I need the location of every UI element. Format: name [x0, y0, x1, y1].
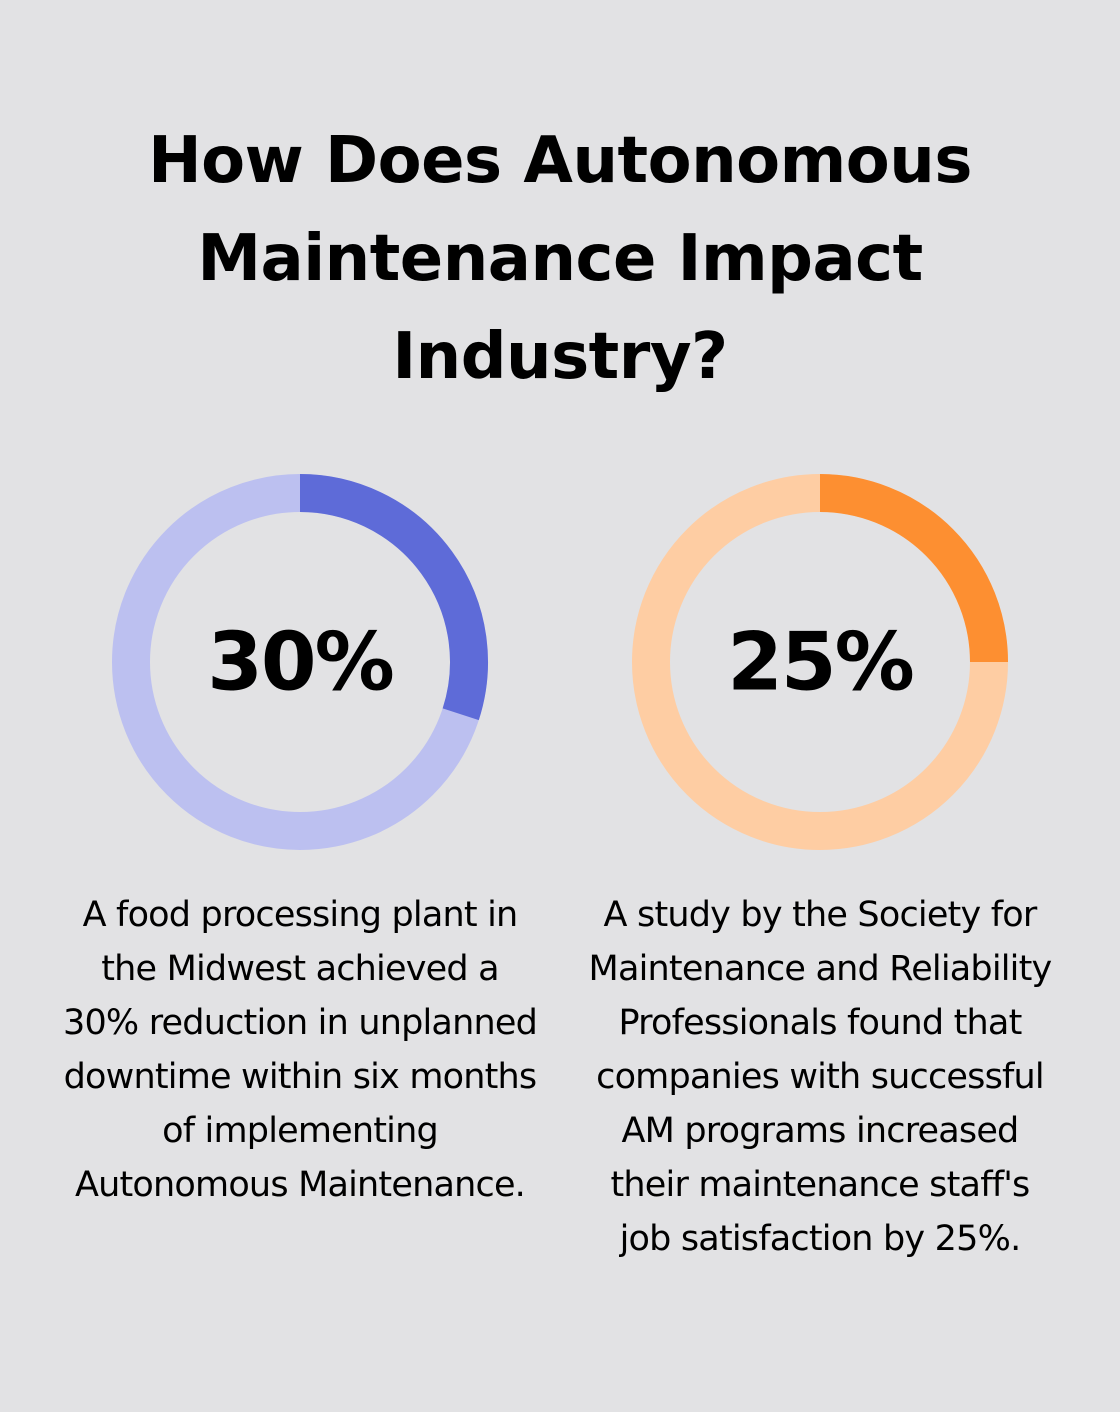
donut-chart-downtime: 30%: [112, 474, 488, 850]
donut-value-label: 25%: [727, 616, 912, 709]
stat-card-downtime: 30% A food processing plant in the Midwe…: [60, 472, 540, 1212]
donut-value-arc: [819, 474, 1008, 663]
page-title: How Does Autonomous Maintenance Impact I…: [148, 124, 972, 394]
donut-chart-job-satisfaction: 25%: [632, 474, 1008, 850]
stat-card-job-satisfaction: 25% A study by the Society for Maintenan…: [580, 472, 1060, 1266]
donut-value-arc: [299, 474, 488, 721]
stat-description: A food processing plant in the Midwest a…: [63, 895, 538, 1205]
stat-description: A study by the Society for Maintenance a…: [588, 895, 1053, 1259]
donut-value-label: 30%: [207, 616, 392, 709]
